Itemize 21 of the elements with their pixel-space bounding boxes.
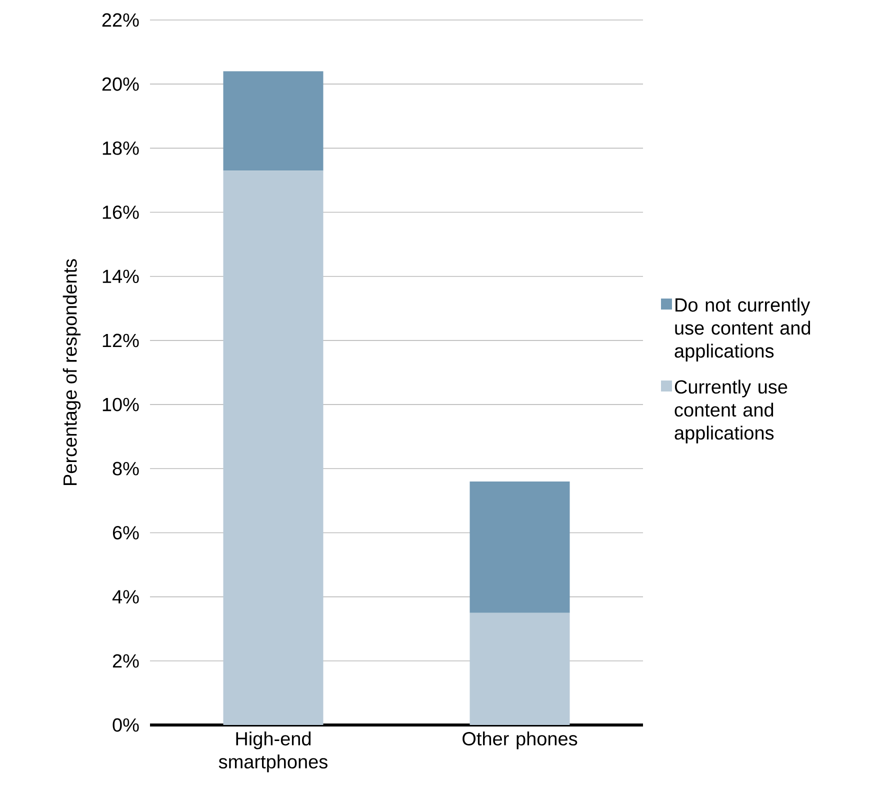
y-tick-label: 16% <box>102 206 139 219</box>
y-tick-label: 10% <box>102 398 139 412</box>
legend-label: Currently use content and applications <box>674 380 788 444</box>
bar <box>223 71 324 171</box>
y-tick-label: 12% <box>102 334 139 348</box>
y-tick-label: 14% <box>102 270 139 284</box>
bar <box>470 481 570 613</box>
y-tick-label: 20% <box>102 77 139 91</box>
y-tick-label: 2% <box>112 654 139 668</box>
bar <box>223 170 324 725</box>
x-tick-label: High-end smartphones <box>218 732 328 772</box>
legend-label: Do not currently use content and applications <box>674 298 810 362</box>
x-tick-label: Other phones <box>462 732 578 750</box>
y-tick-label: 22% <box>102 13 139 27</box>
y-tick-label: 8% <box>112 462 139 476</box>
y-axis-title: Percentage of respondents <box>62 259 81 486</box>
y-tick-label: 18% <box>102 141 139 155</box>
y-tick-label: 4% <box>112 590 139 604</box>
y-tick-label: 6% <box>112 526 139 540</box>
y-tick-label: 0% <box>112 718 139 732</box>
bar <box>470 612 570 725</box>
